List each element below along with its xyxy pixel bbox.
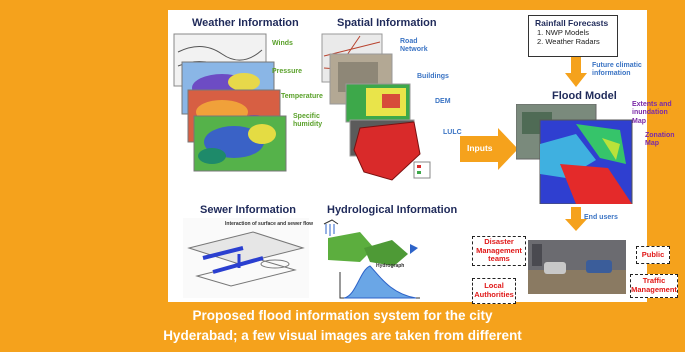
inputs-label: Inputs [467, 143, 493, 153]
arrow-down-rainfall [565, 57, 587, 87]
label-pressure: Pressure [272, 68, 302, 75]
sewer-subtitle: Interaction of surface and sewer flow [225, 221, 314, 227]
rainfall-forecasts-title: Rainfall Forecasts [535, 18, 609, 28]
weather-maps-image [173, 33, 287, 172]
sewer-info-title: Sewer Information [200, 204, 296, 216]
flooded-street-photo [528, 240, 626, 294]
stakeholder-local-authorities-label: Local Authorities [474, 281, 514, 299]
caption-line-2: Hyderabad; a few visual images are taken… [163, 328, 522, 343]
label-dem: DEM [435, 98, 451, 105]
rainfall-forecasts-box: Rainfall Forecasts 1. NWP Models 2. Weat… [528, 15, 618, 57]
caption-line-1: Proposed flood information system for th… [192, 308, 493, 323]
flood-model-image [516, 104, 633, 204]
label-winds: Winds [272, 40, 293, 47]
spatial-info-title: Spatial Information [337, 17, 437, 29]
label-extents-inundation-map: Extents and inundation Map [632, 101, 672, 125]
stakeholder-disaster-management-label: Disaster Management teams [476, 237, 522, 264]
hydrological-diagram-image [323, 219, 420, 299]
sewer-diagram-image [183, 218, 309, 298]
label-hydrograph: Hydrograph [376, 263, 405, 269]
stakeholder-public: Public [636, 246, 670, 264]
spatial-maps-image [321, 33, 431, 181]
rainfall-item-radar: 2. Weather Radars [537, 37, 600, 47]
label-zonation-map: Zonation Map [645, 132, 675, 148]
label-lulc: LULC [443, 129, 462, 136]
stakeholder-disaster-management: Disaster Management teams [472, 236, 526, 266]
flood-model-title: Flood Model [552, 90, 617, 102]
arrow-down-end-users [565, 207, 587, 231]
rainfall-item-nwp: 1. NWP Models [537, 28, 589, 37]
label-future-climatic-info: Future climatic information [592, 62, 642, 78]
arrow-inputs [460, 128, 518, 170]
label-buildings: Buildings [417, 73, 449, 80]
stakeholder-local-authorities: Local Authorities [472, 278, 516, 304]
hydrological-info-title: Hydrological Information [327, 204, 458, 216]
label-road-network: Road Network [400, 38, 428, 54]
label-temperature: Temperature [281, 93, 323, 100]
end-users-label: End users [584, 214, 618, 221]
weather-info-title: Weather Information [192, 17, 299, 29]
stakeholder-traffic-management-label: Traffic Management [631, 276, 677, 294]
stakeholder-public-label: Public [641, 249, 665, 259]
stakeholder-traffic-management: Traffic Management [630, 274, 678, 298]
label-specific-humidity: Specific humidity [293, 113, 323, 129]
